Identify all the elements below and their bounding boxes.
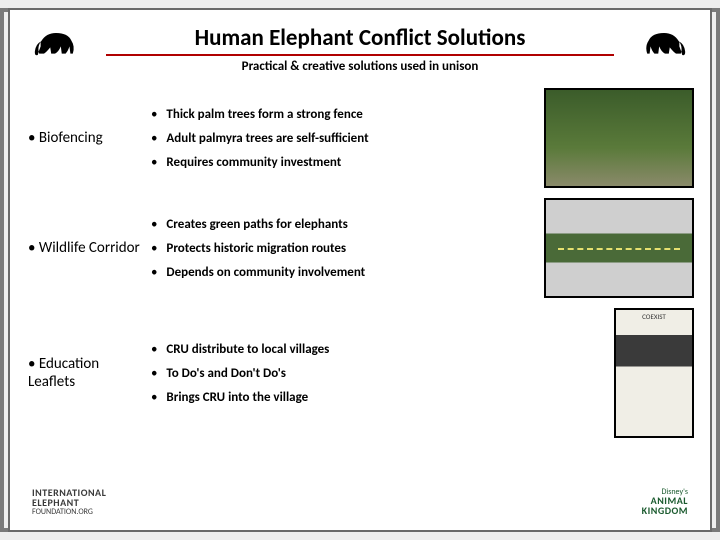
section-label: Biofencing: [26, 129, 141, 147]
footer-logo-disney: Disney's ANIMAL KINGDOM: [642, 488, 688, 516]
slide-title: Human Elephant Conflict Solutions: [50, 24, 670, 52]
section-wildlife-corridor: Wildlife Corridor Creates green paths fo…: [26, 198, 694, 298]
elephant-icon: [640, 26, 688, 62]
bullet: Depends on community involvement: [151, 265, 534, 280]
footer-logo-ief: INTERNATIONAL ELEPHANT FOUNDATION.ORG: [32, 488, 106, 516]
section-image-leaflet: COEXIST: [614, 308, 694, 438]
section-label: Wildlife Corridor: [26, 239, 141, 257]
bullet: Protects historic migration routes: [151, 241, 534, 256]
bullet: Creates green paths for elephants: [151, 217, 534, 232]
bullet: Adult palmyra trees are self-sufficient: [151, 131, 534, 146]
footer-line: FOUNDATION.ORG: [32, 507, 93, 517]
bullet: Thick palm trees form a strong fence: [151, 107, 534, 122]
footer-line: KINGDOM: [642, 506, 688, 516]
bullet: Requires community investment: [151, 155, 534, 170]
section-image-corridor: [544, 198, 694, 298]
section-biofencing: Biofencing Thick palm trees form a stron…: [26, 88, 694, 188]
slide: Human Elephant Conflict Solutions Practi…: [8, 8, 712, 532]
section-image-palms: [544, 88, 694, 188]
section-label: Education Leaflets: [26, 355, 141, 391]
title-block: Human Elephant Conflict Solutions Practi…: [10, 10, 710, 76]
section-education-leaflets: Education Leaflets CRU distribute to loc…: [26, 308, 694, 438]
bullet: Brings CRU into the village: [151, 390, 604, 405]
content-area: Biofencing Thick palm trees form a stron…: [26, 88, 694, 486]
section-points: Thick palm trees form a strong fence Adu…: [141, 98, 534, 179]
elephant-icon: [32, 26, 80, 62]
title-underline: [106, 54, 614, 56]
section-points: CRU distribute to local villages To Do's…: [141, 333, 604, 414]
section-points: Creates green paths for elephants Protec…: [141, 208, 534, 289]
bullet: CRU distribute to local villages: [151, 342, 604, 357]
slide-subtitle: Practical & creative solutions used in u…: [50, 59, 670, 74]
bullet: To Do's and Don't Do's: [151, 366, 604, 381]
